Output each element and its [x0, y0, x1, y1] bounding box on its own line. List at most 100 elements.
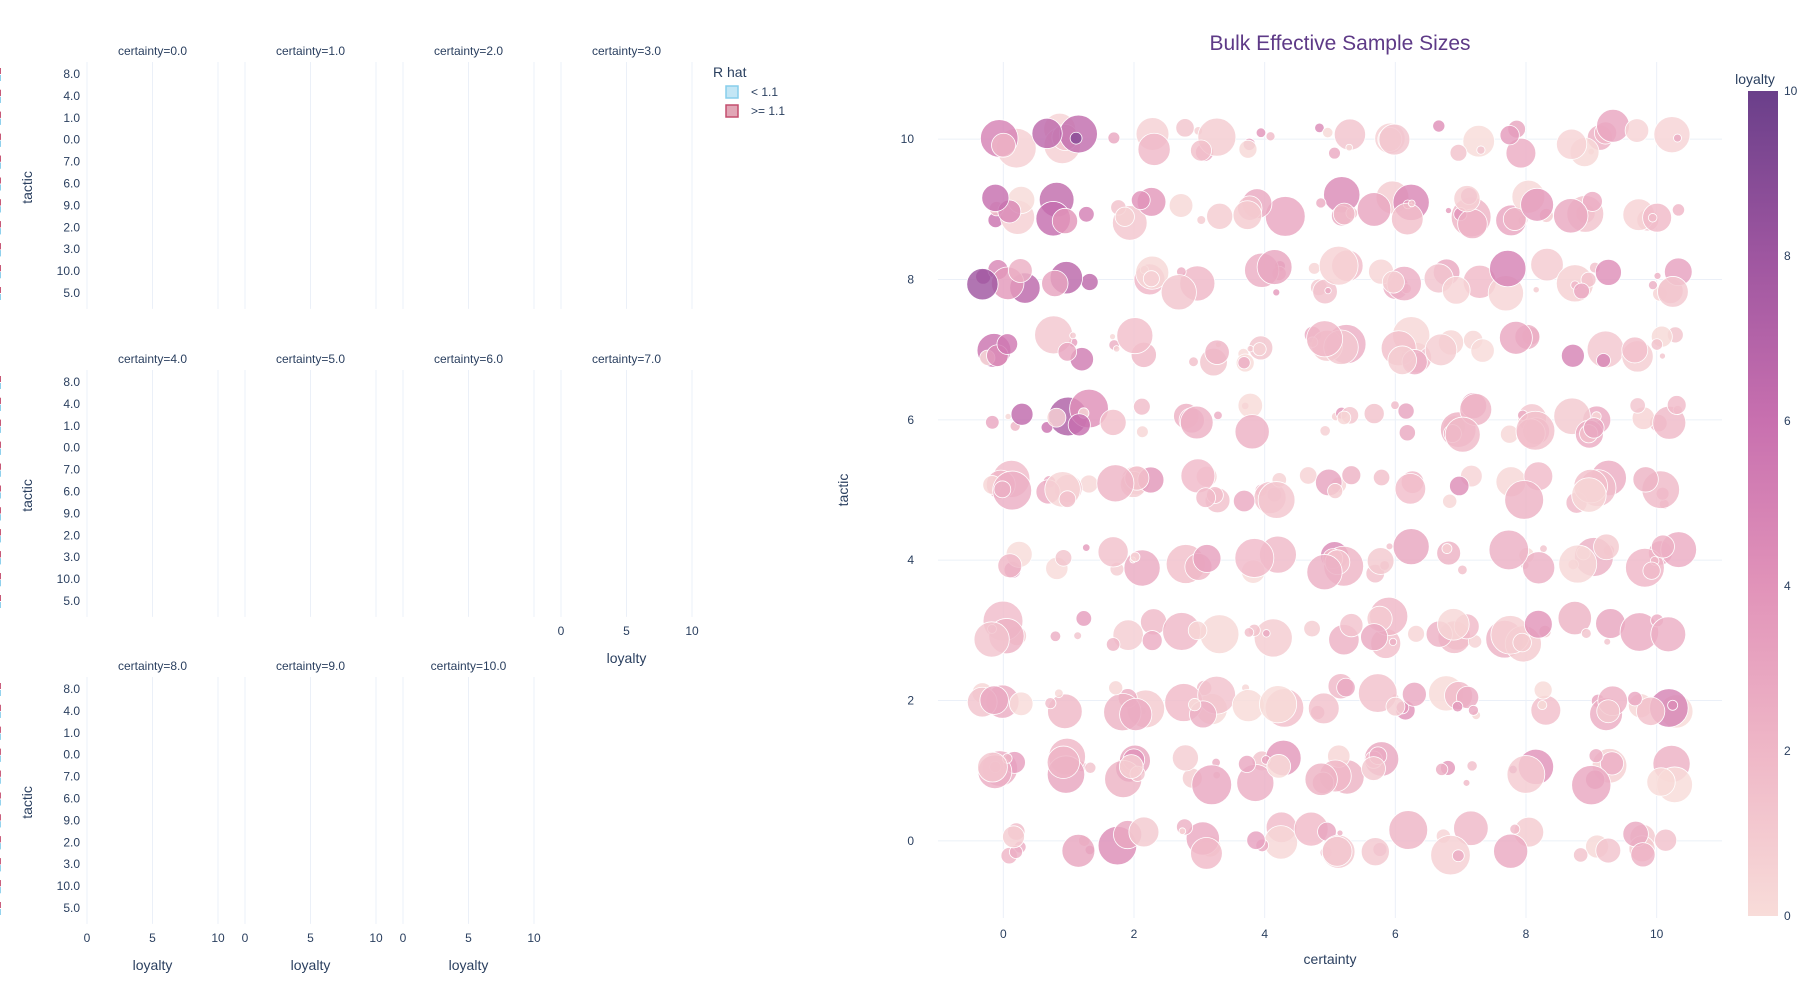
x-tick-label: 10: [369, 931, 383, 945]
bubble-point: [1457, 564, 1468, 576]
facet-title: certainty=7.0: [592, 352, 661, 366]
bubble-point: [1360, 837, 1390, 867]
bubble-point: [1596, 353, 1611, 368]
bubble-point: [1667, 699, 1679, 711]
bubble-point: [1031, 117, 1063, 149]
bubble-point: [1573, 847, 1589, 863]
bubble-point: [1044, 697, 1057, 710]
bubble-point: [1123, 549, 1161, 587]
bubble-point: [1657, 276, 1689, 308]
colorbar-tick-label: 10: [1784, 84, 1798, 98]
facet-title: certainty=10.0: [431, 659, 507, 673]
y-tick-label: 0: [907, 834, 914, 848]
bubble-point: [1049, 630, 1062, 642]
facet-panel: certainty=7.0 0 5 10 loyalty: [0, 352, 699, 666]
bubble-point: [1437, 608, 1470, 641]
bubble-point: [1388, 810, 1429, 850]
bubble-point: [1114, 206, 1135, 227]
x-tick-label: 10: [211, 931, 225, 945]
bubble-point: [1175, 118, 1195, 138]
bubble-point: [1621, 336, 1649, 364]
bubble-point: [996, 333, 1019, 355]
bubble-point: [1651, 534, 1675, 559]
bubble-point: [1119, 697, 1153, 732]
bubble-point: [1191, 764, 1233, 806]
bubble-point: [1272, 288, 1281, 297]
bubble-point: [1424, 333, 1458, 367]
x-tick-label: 0: [242, 931, 249, 945]
y-tick-label: 10: [901, 132, 915, 146]
x-tick-label: 5: [307, 931, 314, 945]
bubble-point: [1178, 827, 1187, 835]
bubble-point: [1238, 139, 1258, 159]
bubble-point: [993, 480, 1012, 499]
x-tick-label: 0: [558, 624, 565, 638]
bubble-point: [1069, 131, 1083, 145]
bubble-point: [1560, 343, 1585, 368]
y-tick-label: 10.0: [57, 264, 81, 278]
bubble-point: [1505, 137, 1537, 169]
facet-panel: certainty=0.0 8.0 4.0 1.0 0.0 7.0 6.0 9.0 2.0 3.0…: [0, 44, 219, 309]
bubble-point: [1213, 410, 1223, 421]
y-tick-label: 2.0: [63, 835, 80, 849]
bubble-point: [1671, 203, 1686, 217]
bubble-point: [1401, 681, 1427, 707]
bubble-point: [1129, 551, 1141, 563]
bubble-point: [1054, 549, 1073, 567]
bubble-point: [1232, 489, 1256, 513]
bubble-point: [985, 415, 1000, 430]
bubble-point: [1057, 342, 1077, 362]
bubble-point: [1188, 698, 1202, 712]
bubble-point: [1255, 127, 1267, 138]
bubble-point: [1067, 413, 1091, 437]
legend-title: R hat: [713, 64, 747, 80]
facet-title: certainty=9.0: [276, 659, 345, 673]
bubble-point: [1108, 680, 1124, 696]
bubble-point: [1096, 464, 1135, 503]
bubble-point: [1476, 145, 1486, 155]
bubble-point: [1537, 700, 1548, 711]
bubble-point: [1263, 825, 1299, 860]
bubble-point: [1304, 762, 1338, 796]
bubble-point: [1299, 466, 1318, 485]
bubble-point: [1629, 397, 1646, 414]
colorbar-tick-label: 6: [1784, 414, 1791, 428]
y-tick-label: 3.0: [63, 857, 80, 871]
bubble-point: [1008, 691, 1034, 717]
bubble-point: [1449, 143, 1468, 162]
bubble-point: [1385, 696, 1406, 717]
y-tick-label: 0.0: [63, 441, 80, 455]
bubble-point: [1160, 274, 1197, 311]
facet-title: certainty=2.0: [434, 44, 503, 58]
bubble-point: [1336, 829, 1344, 837]
y-tick-label: 10.0: [57, 572, 81, 586]
bubble-point: [1118, 754, 1144, 779]
bubble-point: [1441, 275, 1471, 305]
y-tick-label: 6.0: [63, 485, 80, 499]
x-tick-label: 5: [465, 931, 472, 945]
bubble-point: [1107, 131, 1121, 145]
bubble-point: [1190, 837, 1223, 870]
x-tick-label: 4: [1261, 927, 1268, 941]
bubble-point: [1532, 286, 1540, 294]
bubble-point: [1530, 694, 1562, 726]
bubble-point: [1232, 200, 1263, 230]
bubble-point: [1082, 543, 1091, 552]
x-tick-label: 0: [400, 931, 407, 945]
x-tick-label: 6: [1392, 927, 1399, 941]
bubble-point: [1133, 397, 1151, 416]
bubble-point: [1321, 836, 1353, 867]
bubble-point: [1594, 258, 1622, 286]
bubble-point: [1109, 333, 1116, 341]
bubble-point: [1142, 270, 1160, 288]
bubble-point: [1366, 547, 1395, 575]
bubble-point: [1595, 837, 1622, 864]
y-axis-label: tactic: [835, 474, 851, 507]
legend-label: >= 1.1: [751, 104, 785, 118]
bubble-point: [1627, 690, 1643, 707]
y-tick-label: 9.0: [63, 506, 80, 520]
bubble-point: [1252, 342, 1267, 357]
bubble-point: [1058, 490, 1077, 508]
bubble-point: [1499, 125, 1520, 146]
y-tick-label: 8.0: [63, 682, 80, 696]
